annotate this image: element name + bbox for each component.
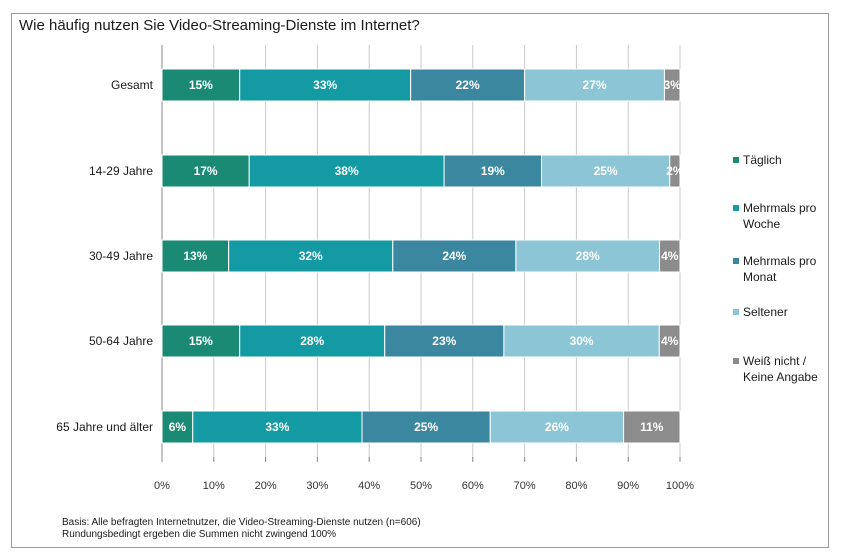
- bar-segment: [161, 68, 241, 102]
- legend-label: Mehrmals pro Woche: [743, 200, 843, 232]
- data-label: 26%: [545, 420, 569, 434]
- data-label: 19%: [481, 164, 505, 178]
- category-label: Gesamt: [111, 78, 154, 92]
- bar-segment: [503, 324, 660, 358]
- bar-segment: [658, 239, 681, 273]
- legend-label-line: Monat: [743, 270, 777, 284]
- x-tick-label: 100%: [666, 480, 694, 492]
- footnote-line-2: Rundungsbedingt ergeben die Summen nicht…: [62, 529, 337, 540]
- legend-label: Mehrmals pro Monat: [743, 253, 843, 285]
- data-label: 38%: [335, 164, 359, 178]
- data-label: 28%: [300, 334, 324, 348]
- data-label: 3%: [664, 78, 682, 92]
- chart-frame: [11, 13, 829, 548]
- x-tick-label: 40%: [358, 480, 380, 492]
- x-tick-label: 90%: [617, 480, 639, 492]
- legend-swatch: [733, 157, 739, 163]
- bar-segment: [239, 68, 412, 102]
- legend-label: Täglich: [743, 152, 843, 168]
- bar-segment: [384, 324, 505, 358]
- legend-label-line: Keine Angabe: [743, 370, 818, 384]
- data-label: 2%: [666, 164, 684, 178]
- data-label: 30%: [570, 334, 594, 348]
- bar-segment: [669, 154, 681, 188]
- data-label: 24%: [442, 249, 466, 263]
- legend-label-line: Weiß nicht /: [743, 354, 807, 368]
- legend-label-line: Woche: [743, 217, 781, 231]
- category-label: 50-64 Jahre: [89, 334, 153, 348]
- legend-label-line: Mehrmals pro: [743, 254, 817, 268]
- legend-swatch: [733, 205, 739, 211]
- legend-label: Weiß nicht / Keine Angabe: [743, 353, 843, 385]
- bar-segment: [228, 239, 394, 273]
- x-tick-label: 50%: [410, 480, 432, 492]
- chart-title: Wie häufig nutzen Sie Video-Streaming-Di…: [19, 17, 420, 34]
- data-label: 17%: [194, 164, 218, 178]
- data-label: 33%: [265, 420, 289, 434]
- legend-label: Seltener: [743, 304, 843, 320]
- category-label: 65 Jahre und älter: [56, 420, 153, 434]
- legend-label-line: Täglich: [743, 153, 782, 167]
- bar-segment: [392, 239, 517, 273]
- x-tick-label: 30%: [306, 480, 328, 492]
- bar-segment: [161, 410, 194, 444]
- x-tick-label: 60%: [462, 480, 484, 492]
- data-label: 13%: [183, 249, 207, 263]
- data-label: 4%: [661, 334, 679, 348]
- data-label: 15%: [189, 78, 213, 92]
- bar-segment: [515, 239, 660, 273]
- data-label: 32%: [299, 249, 323, 263]
- data-label: 6%: [169, 420, 187, 434]
- bar-segment: [192, 410, 363, 444]
- bar-segment: [658, 324, 681, 358]
- x-tick-label: 0%: [154, 480, 170, 492]
- data-label: 15%: [189, 334, 213, 348]
- legend-label-line: Seltener: [743, 305, 788, 319]
- legend-swatch: [733, 358, 739, 364]
- legend-swatch: [733, 309, 739, 315]
- bar-segment: [410, 68, 526, 102]
- x-tick-label: 80%: [565, 480, 587, 492]
- bar-segment: [361, 410, 491, 444]
- footnote-line-1: Basis: Alle befragten Internetnutzer, di…: [62, 517, 421, 528]
- x-tick-label: 70%: [514, 480, 536, 492]
- data-label: 22%: [456, 78, 480, 92]
- x-tick-label: 20%: [255, 480, 277, 492]
- category-label: 30-49 Jahre: [89, 249, 153, 263]
- data-label: 11%: [640, 420, 664, 434]
- bar-segment: [443, 154, 543, 188]
- bar-segment: [489, 410, 625, 444]
- footnote: Basis: Alle befragten Internetnutzer, di…: [62, 517, 421, 541]
- x-tick-label: 10%: [203, 480, 225, 492]
- data-label: 28%: [576, 249, 600, 263]
- data-label: 25%: [414, 420, 438, 434]
- data-label: 33%: [313, 78, 337, 92]
- data-label: 4%: [661, 249, 679, 263]
- bar-segment: [663, 68, 681, 102]
- bar-segment: [161, 154, 250, 188]
- bar-segment: [161, 239, 230, 273]
- bar-segment: [524, 68, 665, 102]
- legend-swatch: [733, 258, 739, 264]
- bar-segment: [623, 410, 681, 444]
- bar-segment: [161, 324, 241, 358]
- category-label: 14-29 Jahre: [89, 164, 153, 178]
- data-label: 25%: [594, 164, 618, 178]
- data-label: 23%: [432, 334, 456, 348]
- legend-label-line: Mehrmals pro: [743, 201, 817, 215]
- data-label: 27%: [583, 78, 607, 92]
